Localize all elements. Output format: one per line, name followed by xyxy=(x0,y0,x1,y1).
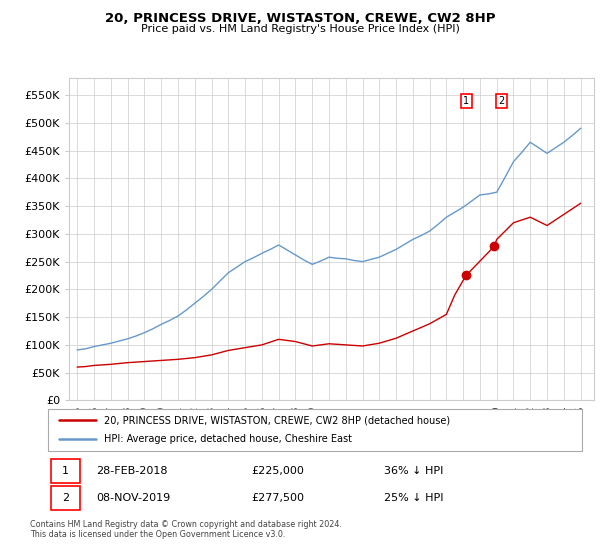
Bar xyxy=(50,486,80,511)
Text: 25% ↓ HPI: 25% ↓ HPI xyxy=(385,493,444,503)
Text: 08-NOV-2019: 08-NOV-2019 xyxy=(96,493,170,503)
Text: 28-FEB-2018: 28-FEB-2018 xyxy=(96,466,167,476)
Text: 20, PRINCESS DRIVE, WISTASTON, CREWE, CW2 8HP: 20, PRINCESS DRIVE, WISTASTON, CREWE, CW… xyxy=(105,12,495,25)
Text: 36% ↓ HPI: 36% ↓ HPI xyxy=(385,466,444,476)
Text: 2: 2 xyxy=(499,96,505,106)
Text: HPI: Average price, detached house, Cheshire East: HPI: Average price, detached house, Ches… xyxy=(104,435,352,445)
Text: 1: 1 xyxy=(463,96,469,106)
Text: Price paid vs. HM Land Registry's House Price Index (HPI): Price paid vs. HM Land Registry's House … xyxy=(140,24,460,34)
Text: £277,500: £277,500 xyxy=(251,493,304,503)
Text: 2: 2 xyxy=(62,493,69,503)
Text: Contains HM Land Registry data © Crown copyright and database right 2024.
This d: Contains HM Land Registry data © Crown c… xyxy=(30,520,342,539)
Text: £225,000: £225,000 xyxy=(251,466,304,476)
Bar xyxy=(50,459,80,483)
Text: 20, PRINCESS DRIVE, WISTASTON, CREWE, CW2 8HP (detached house): 20, PRINCESS DRIVE, WISTASTON, CREWE, CW… xyxy=(104,415,450,425)
Text: 1: 1 xyxy=(62,466,69,476)
